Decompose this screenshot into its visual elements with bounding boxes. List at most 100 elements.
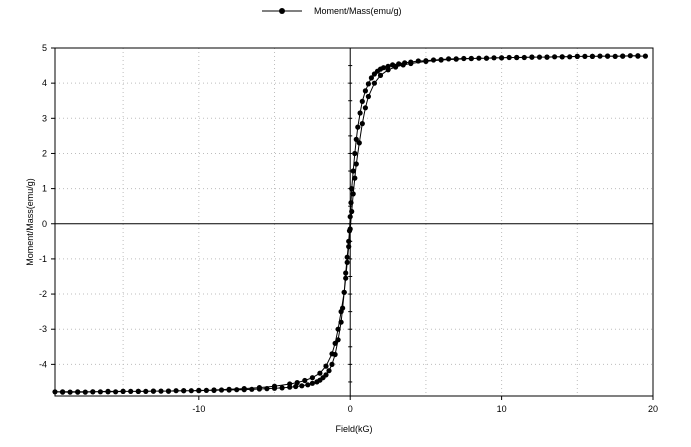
data-point: [635, 53, 641, 59]
data-point: [408, 60, 414, 67]
data-point: [249, 386, 255, 392]
plot-frame: [54, 47, 654, 397]
data-point: [396, 61, 402, 67]
data-point: [355, 124, 361, 130]
data-point: [371, 71, 377, 77]
data-point: [567, 54, 573, 60]
data-point: [135, 388, 141, 394]
data-point: [218, 387, 225, 393]
data-point: [605, 53, 611, 59]
data-point: [393, 64, 399, 70]
data-point: [385, 67, 391, 73]
data-point: [279, 385, 285, 391]
data-point: [67, 389, 73, 395]
data-point: [343, 270, 349, 276]
y-tick-label: 1: [42, 184, 47, 194]
data-point: [317, 370, 323, 376]
data-point: [264, 386, 270, 392]
data-point: [338, 319, 344, 325]
data-point: [359, 121, 365, 127]
data-point: [529, 54, 535, 60]
data-point: [350, 168, 356, 174]
data-point: [158, 388, 164, 394]
data-point: [309, 375, 315, 381]
data-point: [196, 388, 202, 394]
data-point: [357, 110, 363, 116]
data-point: [347, 226, 353, 232]
data-point: [271, 383, 278, 389]
data-point: [173, 388, 179, 394]
data-point: [188, 388, 194, 394]
data-point: [348, 200, 354, 206]
data-point: [82, 389, 88, 395]
data-point: [461, 55, 467, 62]
grid: [55, 47, 654, 396]
data-point: [349, 208, 355, 215]
data-point: [323, 363, 329, 369]
data-point: [335, 326, 341, 332]
data-point: [113, 389, 119, 395]
y-tick-label: -1: [39, 254, 47, 264]
legend-label: Moment/Mass(emu/g): [314, 6, 402, 16]
data-point: [329, 361, 335, 367]
data-point: [359, 98, 365, 104]
legend-marker: [279, 8, 285, 14]
data-point: [75, 389, 81, 395]
data-point: [536, 54, 543, 60]
data-point: [97, 389, 103, 395]
data-point: [211, 387, 217, 393]
data-point: [521, 54, 527, 61]
data-point: [344, 254, 350, 260]
data-point: [491, 55, 497, 61]
data-point: [468, 55, 474, 62]
zero-axes: [55, 48, 653, 396]
data-point: [574, 53, 580, 60]
data-point: [612, 53, 618, 60]
data-point: [234, 387, 240, 393]
data-point: [352, 175, 358, 181]
data-point: [346, 244, 352, 250]
data-point: [143, 388, 149, 394]
data-point: [150, 388, 156, 394]
data-point: [365, 93, 371, 100]
data-point: [120, 388, 126, 394]
data-point: [105, 388, 111, 394]
data-point: [352, 150, 358, 157]
y-tick-label: 0: [42, 219, 47, 229]
data-point: [476, 55, 482, 61]
data-point: [365, 81, 371, 87]
data-point: [309, 380, 315, 386]
data-point: [362, 88, 368, 94]
x-tick-label: 20: [648, 404, 658, 414]
data-point: [362, 105, 368, 111]
data-point: [349, 186, 355, 192]
data-point: [506, 54, 512, 61]
y-tick-label: 3: [42, 113, 47, 123]
data-point: [589, 53, 596, 60]
data-point: [350, 191, 356, 197]
data-point: [356, 140, 362, 146]
data-point: [620, 53, 626, 59]
data-point: [241, 386, 247, 392]
data-point: [344, 259, 350, 265]
data-point: [203, 387, 209, 393]
data-point: [627, 53, 633, 59]
data-point: [60, 389, 66, 395]
data-point: [353, 136, 359, 142]
data-point: [483, 55, 490, 61]
data-point: [299, 383, 305, 389]
data-point: [181, 388, 187, 394]
data-points: [52, 53, 649, 395]
data-point: [347, 214, 353, 220]
y-axis-title: Moment/Mass(emu/g): [25, 178, 35, 266]
x-axis-title: Field(kG): [335, 424, 372, 434]
x-tick-label: 0: [348, 404, 353, 414]
data-point: [423, 58, 429, 64]
data-point: [335, 337, 341, 343]
data-point: [226, 386, 232, 392]
data-point: [353, 161, 359, 167]
data-point: [371, 80, 377, 86]
data-point: [338, 309, 344, 315]
y-tick-label: 5: [42, 43, 47, 53]
